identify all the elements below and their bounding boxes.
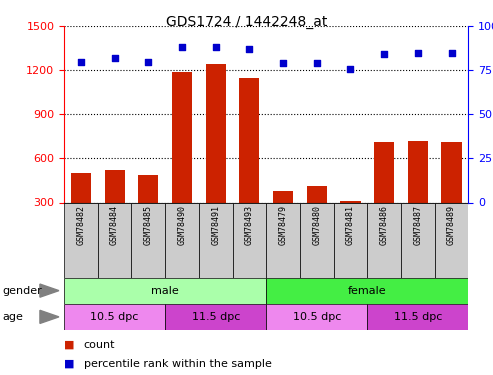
Text: ■: ■ [64,340,74,350]
Point [380,51,388,57]
Point [414,50,422,56]
Text: GSM78481: GSM78481 [346,205,355,245]
Bar [408,141,428,247]
Text: GSM78493: GSM78493 [245,205,254,245]
Text: 10.5 dpc: 10.5 dpc [90,312,139,322]
Bar [367,202,401,278]
Text: GSM78491: GSM78491 [211,205,220,245]
Text: GSM78487: GSM78487 [413,205,423,245]
Bar [266,278,468,304]
Bar [138,175,158,247]
Text: 11.5 dpc: 11.5 dpc [393,312,442,322]
Bar [165,202,199,278]
Bar [401,202,435,278]
Bar [64,202,98,278]
Text: percentile rank within the sample: percentile rank within the sample [84,359,272,369]
Bar [307,186,327,247]
Bar [64,278,266,304]
Text: gender: gender [2,286,42,296]
Text: GSM78489: GSM78489 [447,205,456,245]
Bar [340,201,360,247]
Point [246,46,253,52]
Bar [64,304,165,330]
Bar [239,78,259,247]
Point [77,58,85,64]
Text: male: male [151,286,179,296]
Text: GSM78485: GSM78485 [144,205,153,245]
Bar [435,202,468,278]
Bar [172,72,192,247]
Point [279,60,287,66]
Text: female: female [348,286,387,296]
Point [144,58,152,64]
Bar [105,170,125,247]
Bar [132,202,165,278]
Text: GSM78490: GSM78490 [177,205,186,245]
Text: GDS1724 / 1442248_at: GDS1724 / 1442248_at [166,15,327,29]
Bar [233,202,266,278]
Bar [206,64,226,247]
Text: GSM78486: GSM78486 [380,205,388,245]
Text: 11.5 dpc: 11.5 dpc [191,312,240,322]
Point [212,44,220,50]
Text: GSM78482: GSM78482 [76,205,85,245]
Bar [266,304,367,330]
Text: 10.5 dpc: 10.5 dpc [292,312,341,322]
Text: GSM78484: GSM78484 [110,205,119,245]
Point [347,66,354,72]
Text: count: count [84,340,115,350]
Bar [374,142,394,247]
Bar [441,142,461,247]
Point [448,50,456,56]
Text: GSM78479: GSM78479 [279,205,287,245]
Bar [71,173,91,247]
Point [178,44,186,50]
Point [110,55,119,61]
Text: ■: ■ [64,359,74,369]
Bar [273,191,293,247]
Bar [98,202,132,278]
Polygon shape [40,310,59,323]
Bar [199,202,233,278]
Bar [300,202,334,278]
Bar [266,202,300,278]
Polygon shape [40,284,59,297]
Point [313,60,320,66]
Text: age: age [2,312,23,322]
Text: GSM78480: GSM78480 [312,205,321,245]
Bar [165,304,266,330]
Bar [367,304,468,330]
Bar [334,202,367,278]
